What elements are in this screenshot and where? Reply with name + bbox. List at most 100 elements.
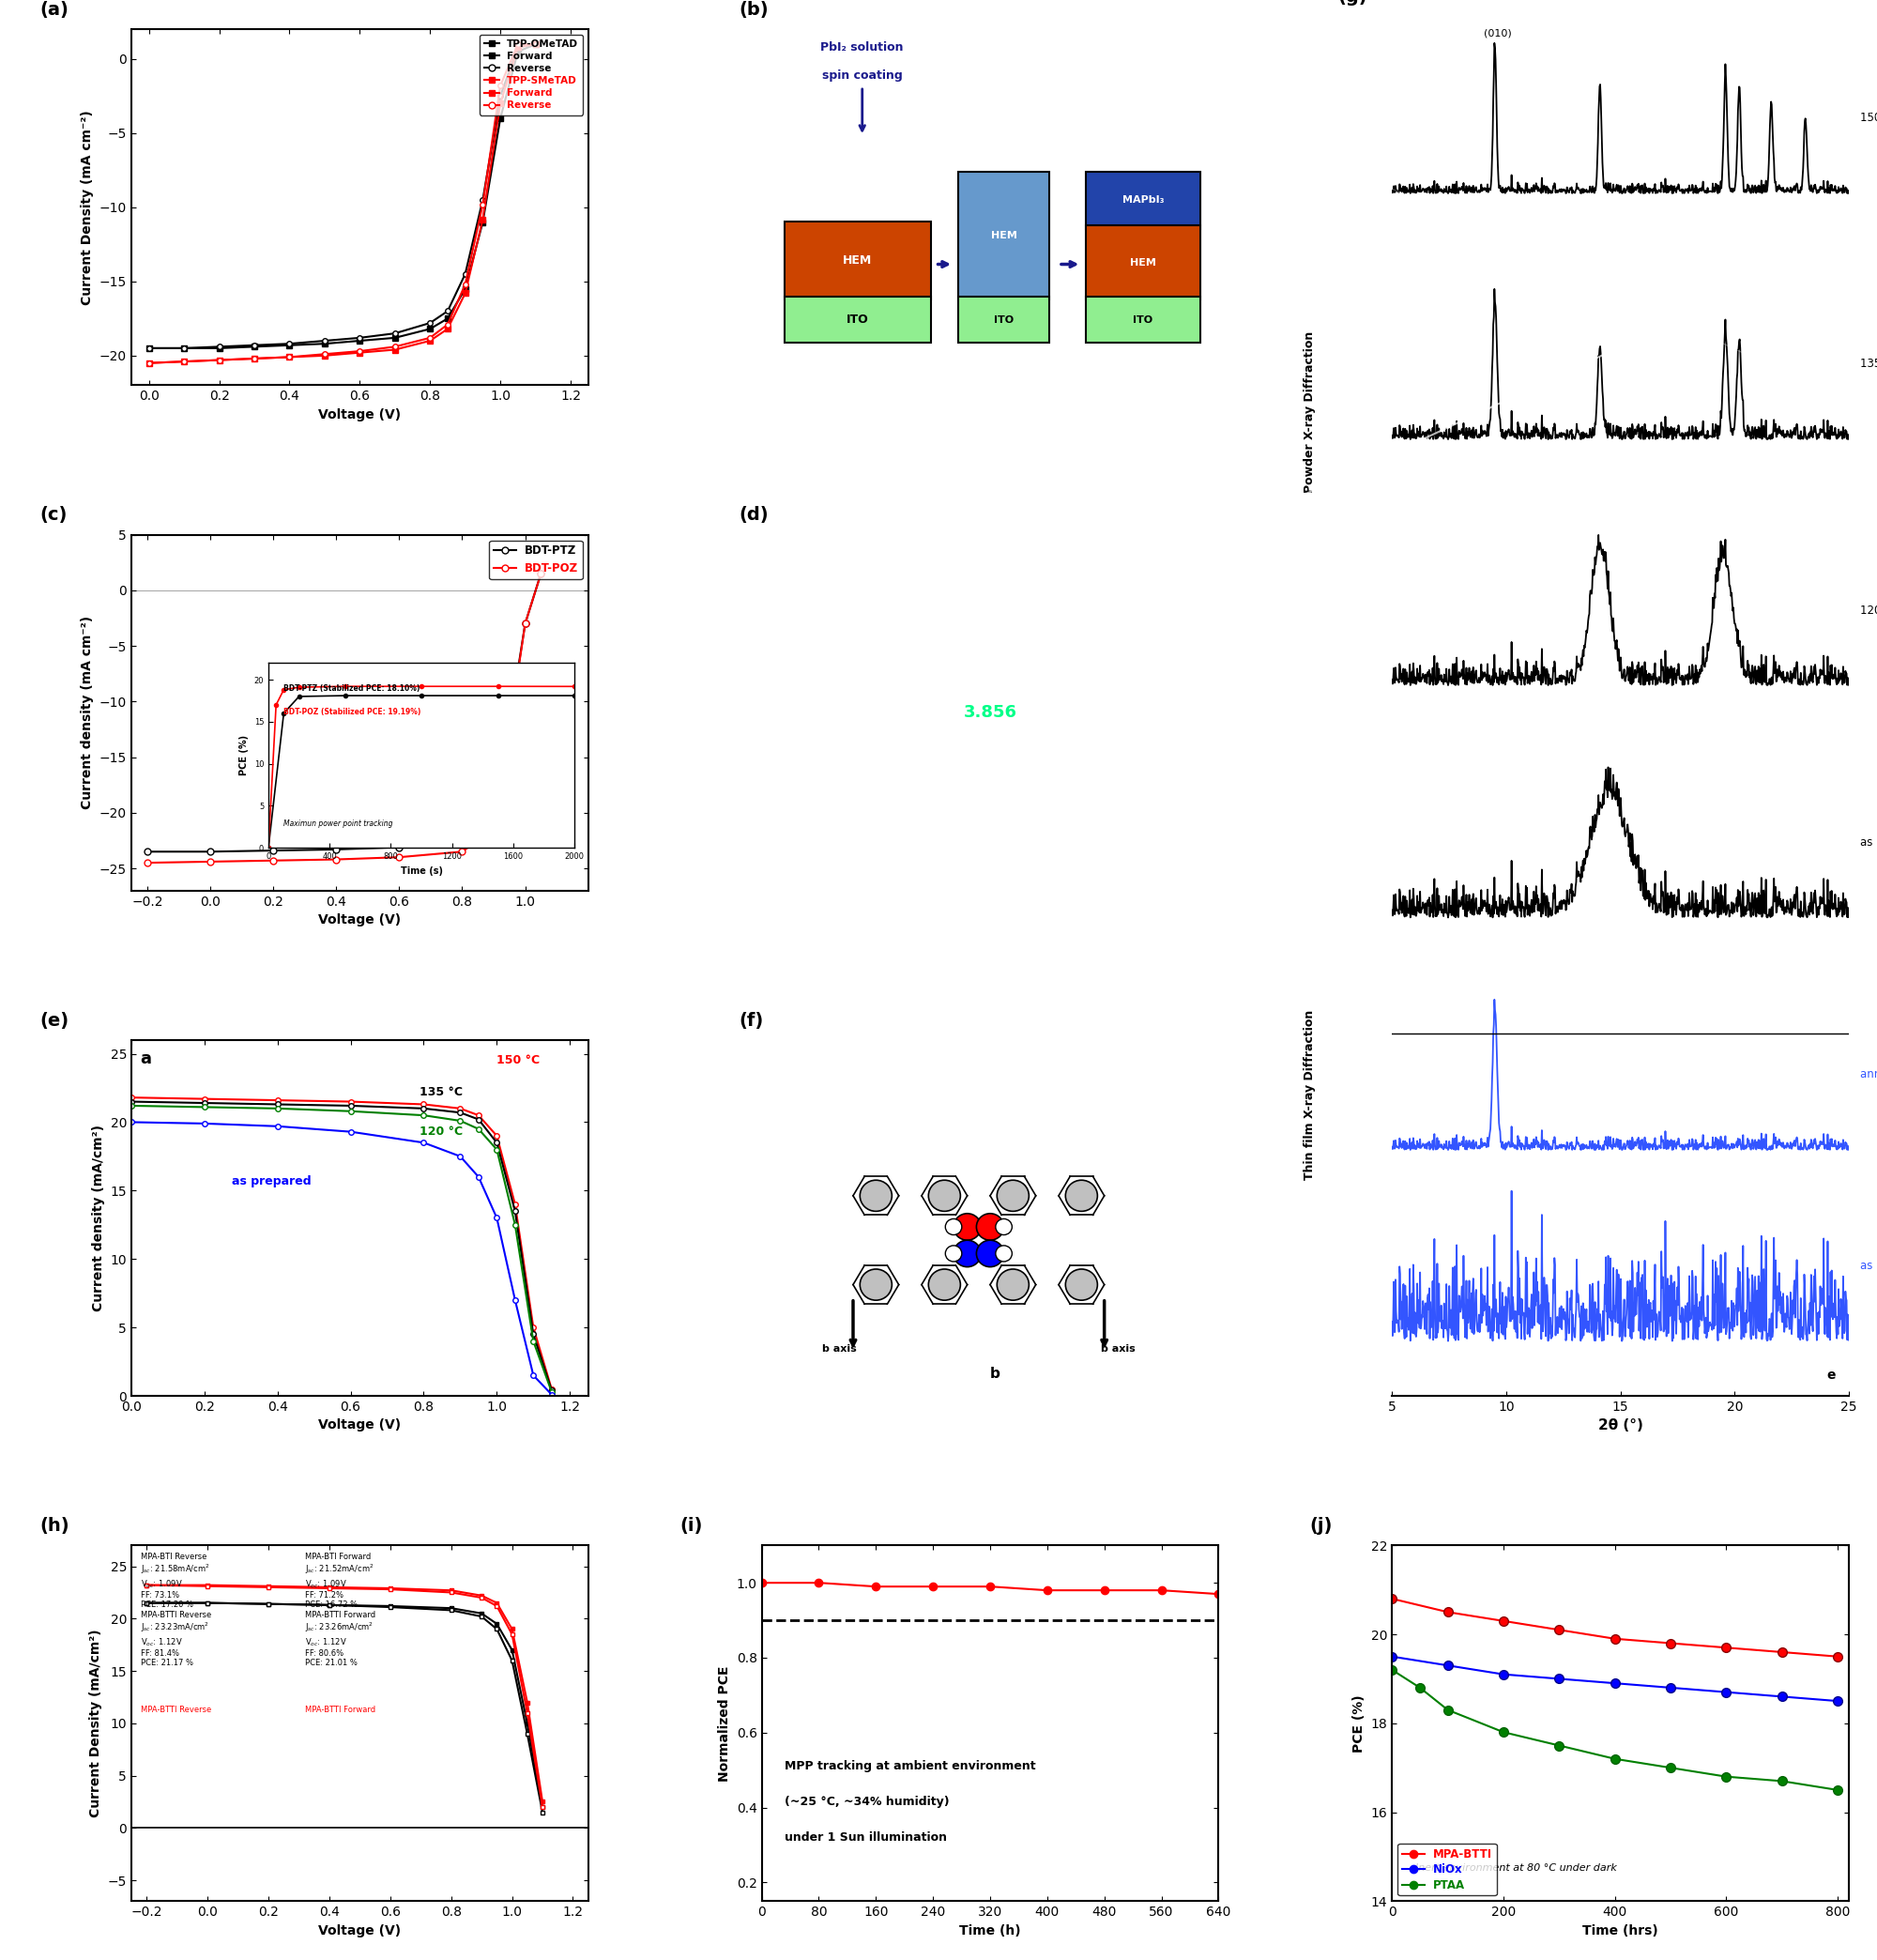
MPA-BTTI bbox=[1770, 1641, 1793, 1664]
Text: O: O bbox=[987, 1223, 993, 1231]
Y-axis label: Normalized PCE: Normalized PCE bbox=[719, 1666, 732, 1782]
PTAA bbox=[1436, 1697, 1458, 1721]
X-axis label: Voltage (V): Voltage (V) bbox=[319, 1419, 402, 1433]
Circle shape bbox=[954, 1213, 982, 1241]
Text: O: O bbox=[965, 1223, 970, 1231]
FancyBboxPatch shape bbox=[1087, 296, 1199, 343]
Circle shape bbox=[946, 1219, 961, 1235]
Text: (d): (d) bbox=[740, 506, 768, 523]
NiOx bbox=[1436, 1654, 1458, 1678]
PTAA bbox=[1770, 1770, 1793, 1793]
Text: ITO: ITO bbox=[995, 316, 1014, 325]
MPA-BTTI bbox=[1659, 1631, 1682, 1654]
Circle shape bbox=[1066, 1270, 1098, 1299]
FancyBboxPatch shape bbox=[957, 172, 1049, 300]
Text: (010): (010) bbox=[1483, 29, 1511, 37]
MPA-BTTI bbox=[1826, 1644, 1849, 1668]
PTAA bbox=[1408, 1676, 1430, 1699]
NiOx bbox=[1826, 1690, 1849, 1713]
Text: 135 °C: 135 °C bbox=[1860, 359, 1877, 370]
Y-axis label: Current Density (mA/cm²): Current Density (mA/cm²) bbox=[90, 1629, 103, 1817]
Text: MPA-BTI Forward
J$_{sc}$: 21.52mA/cm$^2$
V$_{oc}$: 1.09V
FF: 71.2%
PCE: 16.72 %
: MPA-BTI Forward J$_{sc}$: 21.52mA/cm$^2$… bbox=[304, 1552, 375, 1668]
MPA-BTTI bbox=[1716, 1637, 1738, 1660]
Circle shape bbox=[995, 1245, 1012, 1262]
Text: (e): (e) bbox=[39, 1011, 69, 1029]
Text: MPP tracking at ambient environment: MPP tracking at ambient environment bbox=[785, 1760, 1036, 1772]
MPA-BTTI bbox=[1381, 1588, 1404, 1611]
PTAA bbox=[1716, 1764, 1738, 1788]
Circle shape bbox=[946, 1245, 961, 1262]
Y-axis label: Current density (mA cm⁻²): Current density (mA cm⁻²) bbox=[81, 615, 94, 809]
FancyBboxPatch shape bbox=[1087, 172, 1199, 229]
Text: (i): (i) bbox=[679, 1517, 702, 1535]
X-axis label: Time (hrs): Time (hrs) bbox=[1582, 1925, 1659, 1936]
Circle shape bbox=[1066, 1180, 1098, 1211]
X-axis label: Voltage (V): Voltage (V) bbox=[319, 1925, 402, 1936]
Y-axis label: Current Density (mA cm⁻²): Current Density (mA cm⁻²) bbox=[81, 110, 94, 306]
Circle shape bbox=[929, 1270, 961, 1299]
MPA-BTTI bbox=[1492, 1609, 1515, 1633]
Text: as prepared: as prepared bbox=[233, 1176, 312, 1188]
Text: a: a bbox=[141, 1051, 152, 1068]
Text: (a): (a) bbox=[39, 2, 69, 20]
FancyBboxPatch shape bbox=[785, 296, 931, 343]
Text: (h): (h) bbox=[39, 1517, 69, 1535]
Text: 150 °C: 150 °C bbox=[497, 1054, 541, 1066]
Text: MPA-BTI Reverse
J$_{sc}$: 21.58mA/cm$^2$
V$_{oc}$: 1.09V
FF: 73.1%
PCE: 17.20 %
: MPA-BTI Reverse J$_{sc}$: 21.58mA/cm$^2$… bbox=[141, 1552, 210, 1668]
Text: as prepared: as prepared bbox=[1860, 837, 1877, 849]
Legend: TPP-OMeTAD, Forward, Reverse, TPP-SMeTAD, Forward, Reverse: TPP-OMeTAD, Forward, Reverse, TPP-SMeTAD… bbox=[481, 33, 584, 116]
Text: spin coating: spin coating bbox=[822, 71, 903, 82]
PTAA bbox=[1549, 1735, 1571, 1758]
Text: (~25 °C, ~34% humidity): (~25 °C, ~34% humidity) bbox=[785, 1795, 950, 1807]
Text: 120 °C: 120 °C bbox=[419, 1125, 462, 1137]
Line: MPA-BTTI: MPA-BTTI bbox=[1387, 1593, 1841, 1662]
MPA-BTTI bbox=[1436, 1599, 1458, 1623]
Text: 3.856: 3.856 bbox=[963, 704, 1017, 721]
Circle shape bbox=[976, 1213, 1004, 1241]
Circle shape bbox=[860, 1270, 892, 1299]
Text: annealed film: annealed film bbox=[1860, 1068, 1877, 1080]
Legend: BDT-PTZ, BDT-POZ: BDT-PTZ, BDT-POZ bbox=[490, 541, 582, 578]
FancyBboxPatch shape bbox=[785, 221, 931, 300]
X-axis label: Voltage (V): Voltage (V) bbox=[319, 913, 402, 927]
MPA-BTTI bbox=[1549, 1619, 1571, 1642]
Text: ITO: ITO bbox=[1134, 316, 1152, 325]
Text: PbI₂ solution: PbI₂ solution bbox=[820, 41, 903, 53]
Text: b axis: b axis bbox=[1100, 1345, 1136, 1352]
Text: MPA-BTTI Forward: MPA-BTTI Forward bbox=[304, 1705, 375, 1713]
Text: MPA-BTTI Reverse: MPA-BTTI Reverse bbox=[141, 1705, 210, 1713]
Text: MAPbI₃: MAPbI₃ bbox=[1122, 196, 1164, 206]
Text: H: H bbox=[1000, 1225, 1006, 1229]
Text: 135 °C: 135 °C bbox=[419, 1086, 462, 1098]
Text: ITO: ITO bbox=[847, 314, 869, 325]
Text: (g): (g) bbox=[1336, 0, 1366, 6]
X-axis label: 2θ (°): 2θ (°) bbox=[1597, 1419, 1642, 1433]
PTAA bbox=[1659, 1756, 1682, 1780]
Text: HEM: HEM bbox=[1130, 259, 1156, 267]
PTAA bbox=[1492, 1721, 1515, 1744]
Text: (j): (j) bbox=[1310, 1517, 1333, 1535]
Text: (f): (f) bbox=[740, 1011, 764, 1029]
Text: (c): (c) bbox=[39, 506, 68, 523]
FancyBboxPatch shape bbox=[1087, 225, 1199, 300]
NiOx bbox=[1770, 1686, 1793, 1709]
Text: Inert environment at 80 °C under dark: Inert environment at 80 °C under dark bbox=[1415, 1864, 1616, 1872]
Text: HEM: HEM bbox=[843, 255, 873, 267]
Circle shape bbox=[997, 1180, 1029, 1211]
PTAA bbox=[1603, 1746, 1625, 1770]
PTAA bbox=[1826, 1778, 1849, 1801]
Circle shape bbox=[997, 1270, 1029, 1299]
Text: b: b bbox=[991, 1366, 1000, 1382]
Text: (b): (b) bbox=[740, 2, 768, 20]
Circle shape bbox=[954, 1241, 982, 1266]
PTAA bbox=[1381, 1658, 1404, 1682]
Circle shape bbox=[860, 1180, 892, 1211]
Y-axis label: Current density (mA/cm²): Current density (mA/cm²) bbox=[92, 1125, 105, 1311]
X-axis label: Voltage (V): Voltage (V) bbox=[319, 408, 402, 421]
Line: PTAA: PTAA bbox=[1387, 1666, 1841, 1795]
Text: 150 °C: 150 °C bbox=[1860, 112, 1877, 123]
NiOx bbox=[1659, 1676, 1682, 1699]
NiOx bbox=[1603, 1672, 1625, 1695]
FancyBboxPatch shape bbox=[957, 296, 1049, 343]
Circle shape bbox=[995, 1219, 1012, 1235]
